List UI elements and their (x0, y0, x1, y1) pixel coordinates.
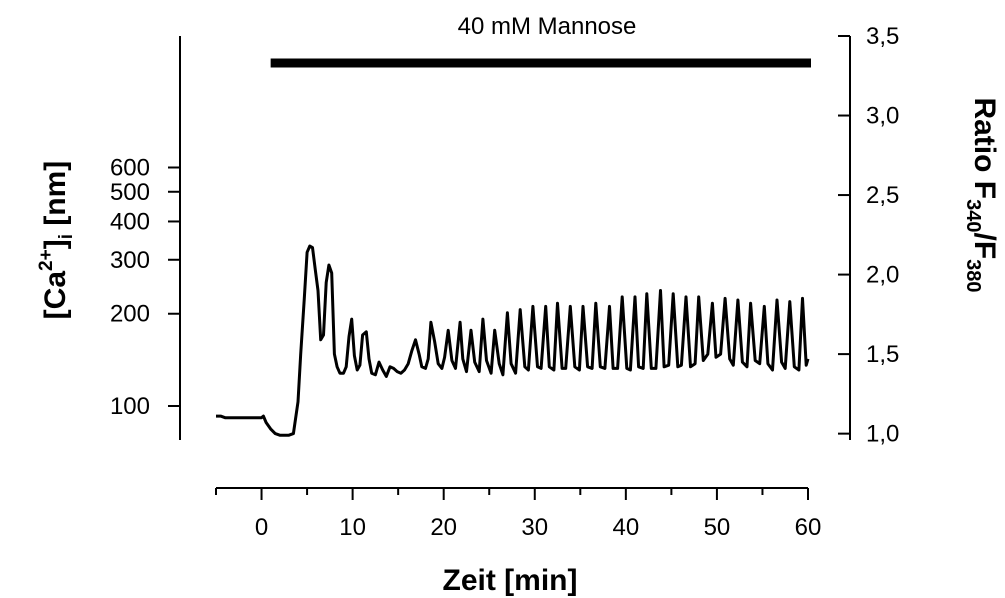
y-left-title-unit: [nm] (39, 161, 72, 234)
x-tick-label: 60 (795, 514, 822, 541)
y-left-tick-label: 600 (110, 154, 150, 181)
y-right-ticks: 1,0 1,5 2,0 2,5 3,0 3,5 (838, 23, 899, 448)
x-tick-label: 50 (704, 514, 731, 541)
y-right-title-slash: /F (968, 233, 1001, 260)
y-right-axis-title: Ratio F340/F380 (962, 97, 1001, 292)
y-left-tick-label: 100 (110, 393, 150, 420)
x-tick-label: 10 (339, 514, 366, 541)
y-right-tick-label: 2,5 (866, 182, 899, 209)
y-right-tick-label: 2,0 (866, 262, 899, 289)
y-right-tick-label: 1,0 (866, 421, 899, 448)
y-left-tick-label: 400 (110, 208, 150, 235)
y-right-tick-label: 3,0 (866, 103, 899, 130)
y-right-title-sub2: 380 (962, 259, 984, 292)
y-left-title-bracket: ] (39, 239, 72, 249)
calcium-trace (216, 244, 810, 437)
y-left-title-sub: i (56, 234, 77, 239)
axes-group (179, 36, 851, 489)
y-right-tick-label: 1,5 (866, 341, 899, 368)
x-ticks: 0 10 20 30 40 50 60 (215, 488, 822, 541)
y-left-title-sup: 2+ (36, 249, 57, 271)
y-left-tick-label: 500 (110, 179, 150, 206)
y-left-tick-label: 300 (110, 247, 150, 274)
y-right-tick-label: 3,5 (866, 23, 899, 50)
x-axis-title: Zeit [min] (443, 564, 578, 597)
treatment-annotation: 40 mM Mannose (458, 13, 637, 40)
x-tick-label: 0 (255, 514, 268, 541)
y-right-title-sub1: 340 (962, 199, 984, 232)
y-right-title-base: Ratio F (968, 97, 1001, 199)
y-left-tick-label: 200 (110, 301, 150, 328)
x-tick-label: 30 (521, 514, 548, 541)
y-left-title-base: [Ca (39, 271, 72, 320)
x-tick-label: 40 (612, 514, 639, 541)
x-tick-label: 20 (430, 514, 457, 541)
y-left-axis-title: [Ca2+]i [nm] (36, 161, 77, 320)
